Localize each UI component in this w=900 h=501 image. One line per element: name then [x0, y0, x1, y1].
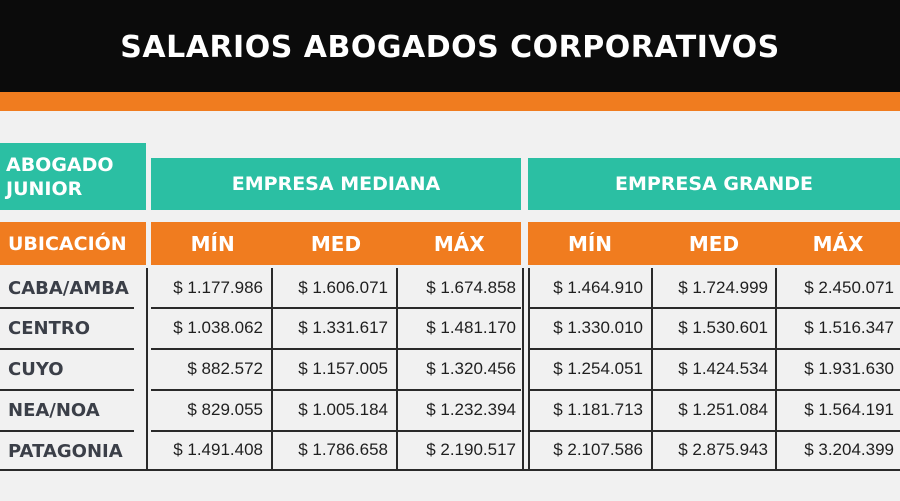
salary-cell: $ 1.331.617	[298, 318, 388, 337]
column-divider	[775, 268, 777, 470]
salary-cell: $ 1.177.986	[173, 278, 263, 297]
col-header-grande-med: MED	[688, 231, 740, 256]
subheader-band-grande: MÍN MED MÁX	[528, 222, 900, 265]
location-label: CENTRO	[8, 317, 91, 339]
table-bottom-rule	[0, 469, 900, 471]
row-divider	[151, 430, 521, 432]
column-divider	[271, 268, 273, 470]
group-header-mediana: EMPRESA MEDIANA	[151, 158, 521, 210]
row-divider	[528, 348, 900, 350]
row-divider	[528, 389, 900, 391]
column-divider	[528, 268, 530, 470]
col-header-grande-max: MÁX	[812, 231, 864, 256]
row-divider	[528, 430, 900, 432]
column-divider	[396, 268, 398, 470]
salary-cell: $ 1.254.051	[553, 359, 643, 378]
column-divider	[522, 268, 524, 470]
salary-cell: $ 1.931.630	[804, 359, 894, 378]
salary-cell: $ 1.232.394	[426, 400, 516, 419]
salary-cell: $ 1.530.601	[678, 318, 768, 337]
salary-cell: $ 2.875.943	[678, 440, 768, 459]
col-header-grande-min: MÍN	[567, 231, 613, 256]
row-divider	[151, 307, 521, 309]
salary-cell: $ 1.724.999	[678, 278, 768, 297]
row-divider	[0, 348, 134, 350]
salary-cell: $ 3.204.399	[804, 440, 894, 459]
title-banner	[0, 0, 900, 92]
salary-cell: $ 1.181.713	[553, 400, 643, 419]
location-label: CABA/AMBA	[8, 277, 129, 299]
corner-label: ABOGADO JUNIOR	[0, 143, 146, 210]
salary-cell: $ 1.005.184	[298, 400, 388, 419]
salary-cell: $ 2.107.586	[553, 440, 643, 459]
salary-cell: $ 1.464.910	[553, 278, 643, 297]
col-header-mediana-min: MÍN	[190, 231, 235, 256]
row-divider	[528, 307, 900, 309]
salary-cell: $ 1.786.658	[298, 440, 388, 459]
salary-cell: $ 1.038.062	[173, 318, 263, 337]
group-header-grande: EMPRESA GRANDE	[528, 158, 900, 210]
location-label: CUYO	[8, 358, 64, 380]
col-header-mediana-max: MÁX	[433, 231, 485, 256]
salary-cell: $ 2.190.517	[426, 440, 516, 459]
salary-cell: $ 1.606.071	[298, 278, 388, 297]
salary-cell: $ 1.491.408	[173, 440, 263, 459]
salary-cell: $ 1.424.534	[678, 359, 768, 378]
row-divider	[0, 389, 134, 391]
subheader-band-mediana: MÍN MED MÁX	[151, 222, 521, 265]
salary-cell: $ 1.157.005	[298, 359, 388, 378]
column-divider	[651, 268, 653, 470]
salary-cell: $ 882.572	[187, 359, 263, 378]
salary-cell: $ 1.320.456	[426, 359, 516, 378]
row-divider	[0, 430, 134, 432]
salary-cell: $ 1.481.170	[426, 318, 516, 337]
salary-cell: $ 1.516.347	[804, 318, 894, 337]
salary-cell: $ 1.251.084	[678, 400, 768, 419]
salary-cell: $ 1.330.010	[553, 318, 643, 337]
row-divider	[151, 389, 521, 391]
location-label: NEA/NOA	[8, 399, 100, 421]
salary-cell: $ 829.055	[187, 400, 263, 419]
salary-cell: $ 1.564.191	[804, 400, 894, 419]
accent-band	[0, 92, 900, 111]
location-header: UBICACIÓN	[0, 222, 146, 265]
row-divider	[0, 307, 134, 309]
col-header-mediana-med: MED	[310, 231, 362, 256]
salary-cell: $ 1.674.858	[426, 278, 516, 297]
salary-cell: $ 2.450.071	[804, 278, 894, 297]
column-divider	[146, 268, 148, 470]
location-label: PATAGONIA	[8, 440, 123, 462]
page-title: SALARIOS ABOGADOS CORPORATIVOS	[120, 30, 780, 65]
row-divider	[151, 348, 521, 350]
